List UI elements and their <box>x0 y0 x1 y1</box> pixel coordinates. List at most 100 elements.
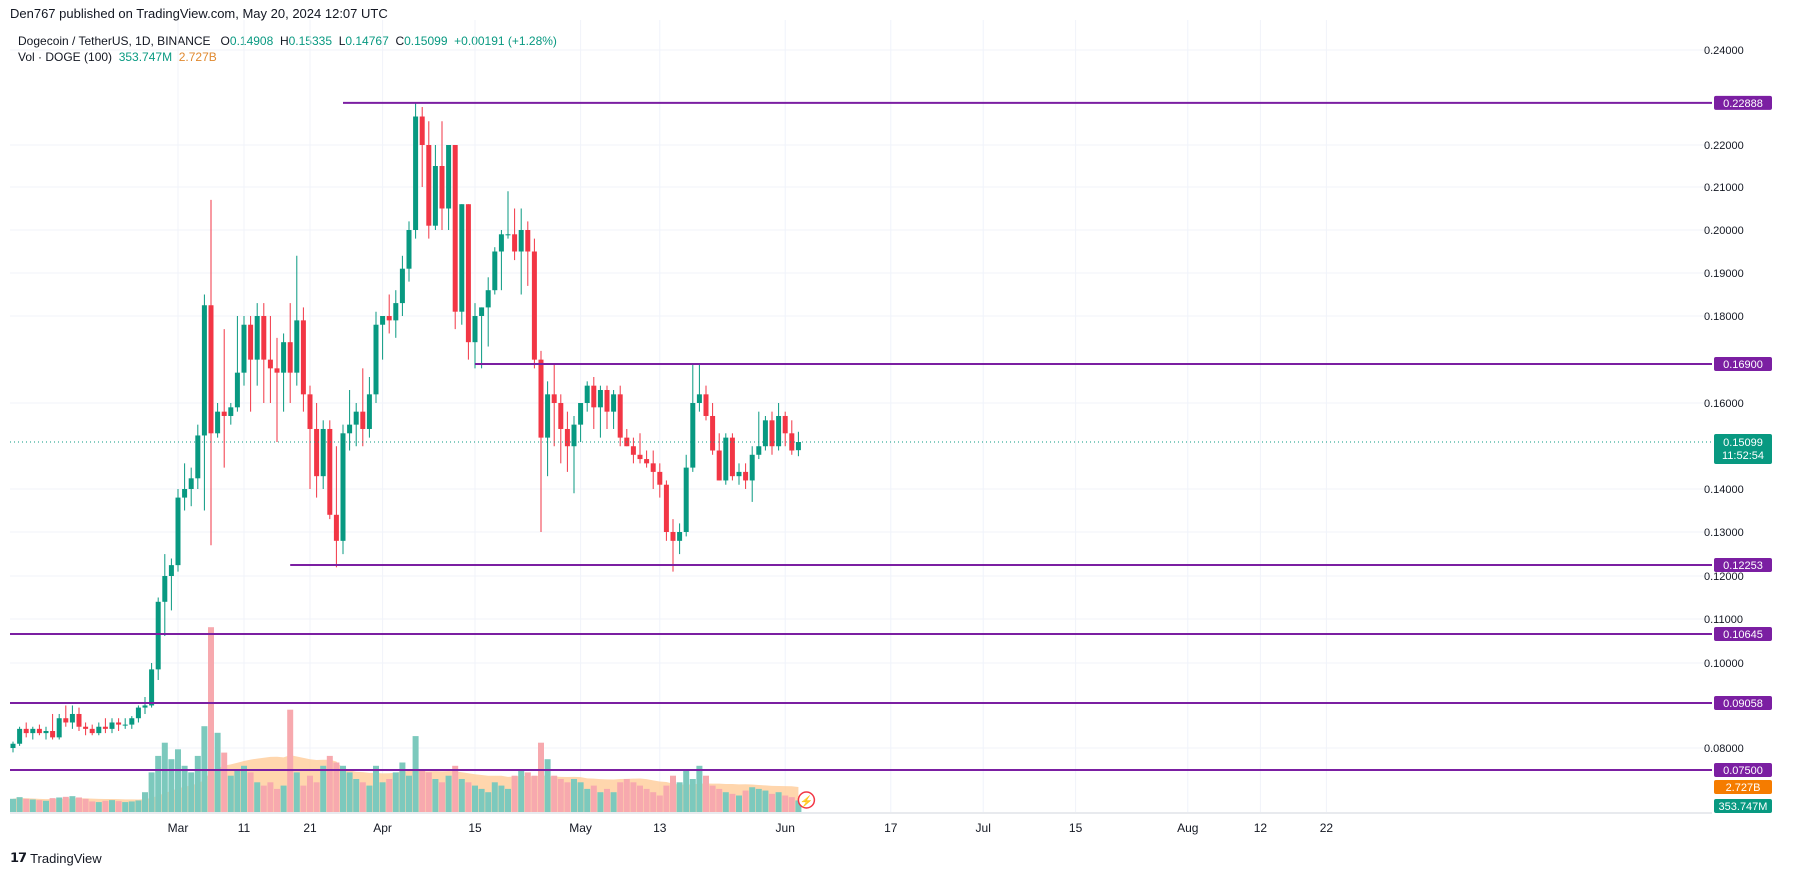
candle-body <box>538 359 544 438</box>
volume-bar <box>241 765 247 812</box>
volume-bar <box>478 788 485 812</box>
volume-bar <box>208 627 214 812</box>
volume-bar <box>128 801 135 812</box>
volume-bar <box>518 769 525 812</box>
price-tick-label: 0.19000 <box>1704 268 1744 280</box>
candle-body <box>479 307 485 316</box>
volume-bar <box>366 785 373 812</box>
time-tick-label: 17 <box>884 821 898 835</box>
candle-body <box>30 728 36 734</box>
candle-body <box>254 316 260 360</box>
candle-body <box>756 446 762 455</box>
candle-body <box>406 230 412 269</box>
time-tick-label: Jun <box>776 821 795 835</box>
volume-bar <box>617 782 624 812</box>
volume-bar <box>188 772 195 812</box>
volume-bar <box>346 772 353 812</box>
time-tick-label: Jul <box>976 821 991 835</box>
volume-bar <box>326 755 333 812</box>
volume-bar <box>353 779 360 812</box>
volume-badge: 353.747M <box>1719 801 1768 813</box>
volume-value: 353.747M <box>118 50 173 64</box>
candle-body <box>432 166 438 226</box>
candle-body <box>294 320 300 373</box>
level-badge: 0.10645 <box>1723 629 1763 641</box>
candle-body <box>333 514 339 541</box>
open-value: 0.14908 <box>229 34 274 48</box>
time-tick-label: 21 <box>303 821 317 835</box>
candle-body <box>578 403 584 425</box>
volume-bar <box>320 765 327 812</box>
tradingview-logo-icon: 𝟭𝟳 <box>10 850 27 865</box>
price-tick-label: 0.08000 <box>1704 743 1744 755</box>
volume-bar <box>716 788 723 812</box>
candle-body <box>10 743 16 748</box>
volume-bar <box>313 782 320 812</box>
candle-body <box>287 342 293 373</box>
volume-bar <box>419 769 426 812</box>
candle-body <box>545 394 551 438</box>
candle-body <box>729 437 735 477</box>
volume-bar <box>300 785 307 812</box>
volume-bar <box>62 796 69 812</box>
time-axis[interactable]: Mar 11 21 Apr 15 May 13 Jun 17 Jul 15 Aug 12 22 <box>10 812 1712 835</box>
volume-bar <box>551 775 558 812</box>
candle-body <box>63 718 69 723</box>
volume-bar <box>769 793 775 812</box>
publisher-line: Den767 published on TradingView.com, May… <box>10 6 388 21</box>
volume-bar <box>439 782 445 812</box>
candle-body <box>76 713 82 727</box>
candle-body <box>36 728 42 734</box>
volume-bar <box>604 788 610 812</box>
volume-bar <box>425 772 432 812</box>
high-label: H <box>279 34 289 48</box>
volume-bar <box>623 779 630 812</box>
volume-bar <box>29 799 36 812</box>
volume-bar <box>43 800 49 812</box>
volume-bar <box>452 765 459 812</box>
volume-bar <box>505 788 511 812</box>
volume-bar <box>729 793 736 812</box>
candle-body <box>657 471 663 485</box>
candle-body <box>446 145 452 209</box>
volume-bar <box>386 779 393 812</box>
candle-body <box>630 446 636 455</box>
volume-bar <box>637 785 643 812</box>
grid <box>10 20 1712 812</box>
candle-body <box>795 442 801 451</box>
candle-body <box>188 478 194 489</box>
level-badge: 0.12253 <box>1723 560 1763 572</box>
candle-body <box>267 359 273 369</box>
candle-body <box>261 316 267 360</box>
volume-bar <box>399 762 406 812</box>
candle-body <box>393 303 399 321</box>
level-badge-bg <box>1714 558 1772 572</box>
volume-bar <box>584 788 591 812</box>
candle-body <box>637 454 643 460</box>
candle-body <box>452 145 458 312</box>
low-value: 0.14767 <box>345 34 389 48</box>
volume-bar <box>260 785 267 812</box>
candle-body <box>69 713 75 723</box>
candle-body <box>116 722 122 725</box>
candle-body <box>228 407 234 416</box>
volume-bar <box>597 792 604 812</box>
price-tick-label: 0.13000 <box>1704 527 1744 539</box>
price-axis[interactable]: 0.24000 0.22000 0.21000 0.20000 0.19000 0.180… <box>1704 45 1744 755</box>
volume-bar <box>485 792 492 812</box>
volume-bar <box>181 765 188 812</box>
candle-body <box>439 166 445 209</box>
level-badge: 0.16900 <box>1723 359 1763 371</box>
candle-body <box>505 234 511 236</box>
time-tick-label: Apr <box>373 821 392 835</box>
candle-body <box>386 316 392 321</box>
candle-body <box>149 669 155 706</box>
volume-bar <box>307 775 313 812</box>
lightning-glyph: ⚡ <box>800 795 814 808</box>
volume-bar <box>392 772 399 812</box>
candle-body <box>703 394 709 416</box>
candle-body <box>135 707 141 719</box>
lightning-icon <box>797 791 816 809</box>
candle-body <box>525 230 531 252</box>
